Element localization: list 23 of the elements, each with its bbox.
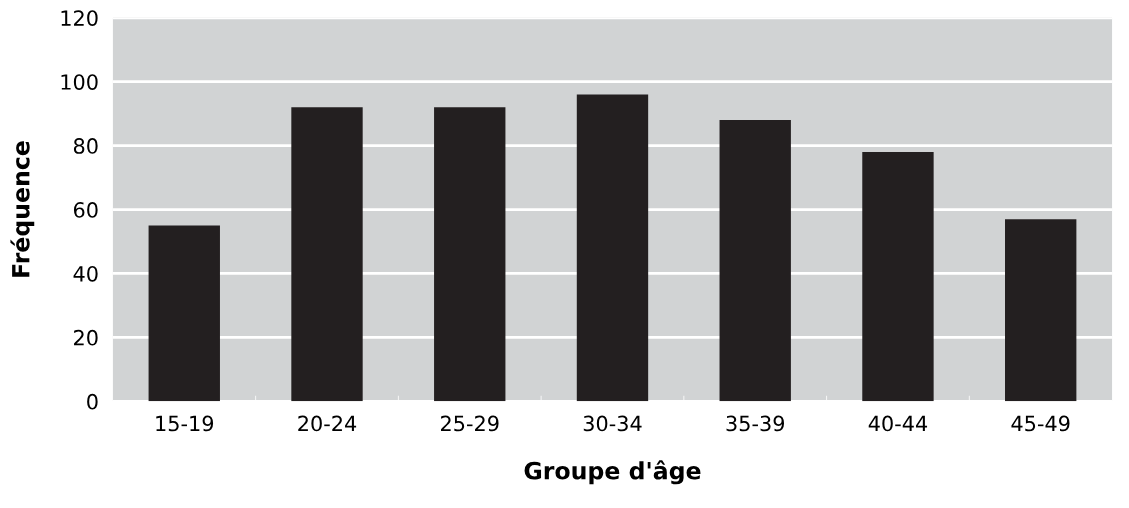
y-tick-label: 20	[74, 329, 98, 346]
y-tick-label: 0	[87, 393, 98, 410]
x-tick-label: 20-24	[298, 415, 357, 432]
y-tick-label: 40	[73, 265, 98, 282]
y-tick-label: 120	[61, 10, 98, 26]
bar	[1005, 219, 1077, 402]
y-tick-label: 100	[61, 74, 98, 90]
bar	[576, 94, 649, 402]
x-tick-label: 25-29	[441, 415, 499, 432]
x-tick-label: 40-44	[868, 415, 928, 432]
y-tick-label: 80	[73, 138, 98, 154]
x-axis-title: Groupe d'âge	[524, 460, 701, 485]
y-axis-title: Fréquence	[10, 141, 35, 277]
x-tick-label: 15-19	[156, 415, 214, 432]
y-tick-label: 60	[73, 202, 98, 218]
bar	[862, 152, 934, 402]
x-tick-label: 30-34	[583, 415, 642, 432]
bar	[434, 107, 506, 402]
bar	[291, 107, 363, 402]
x-tick-label: 45-49	[1011, 415, 1070, 432]
bar	[148, 225, 220, 402]
x-tick-label: 35-39	[726, 415, 785, 432]
bar	[719, 120, 791, 402]
